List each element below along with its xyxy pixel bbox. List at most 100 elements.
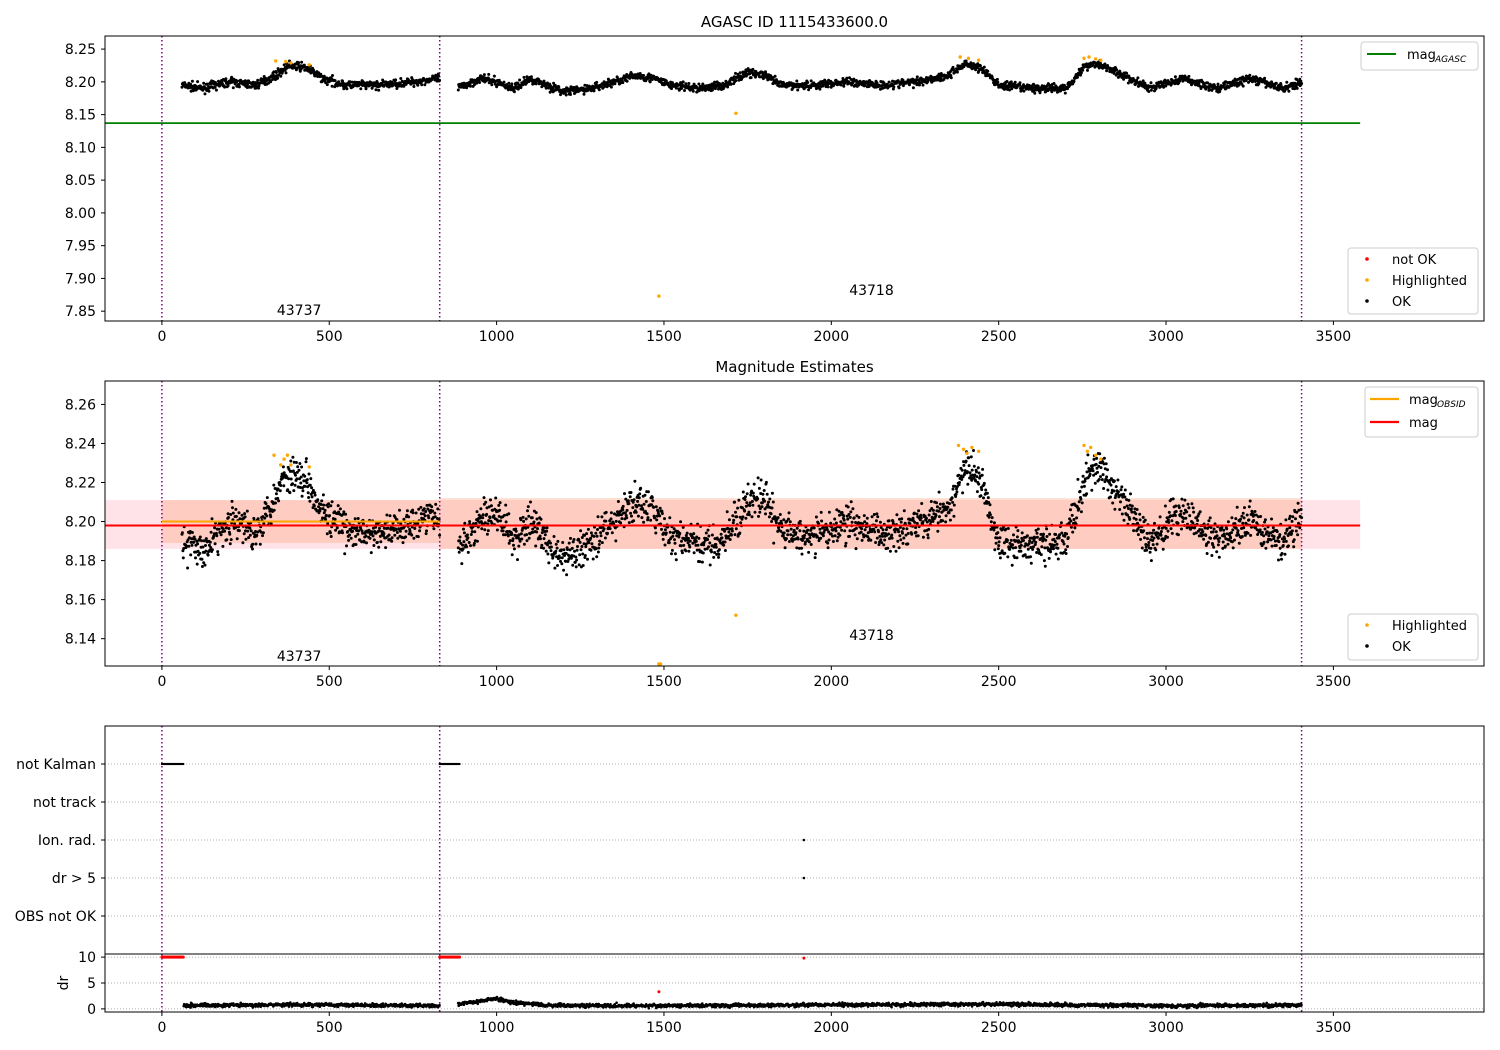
ok-point	[638, 72, 642, 75]
ok-point	[1216, 85, 1220, 89]
ok-point	[207, 89, 211, 93]
ok-point	[556, 564, 559, 567]
ok-point	[324, 518, 328, 521]
ok-point	[1063, 534, 1067, 538]
ok-point	[519, 86, 523, 90]
ok-point	[262, 506, 266, 510]
ok-point	[865, 522, 869, 526]
ok-point	[817, 85, 821, 89]
ok-point	[554, 549, 558, 553]
ok-point	[795, 546, 799, 550]
ok-point	[973, 473, 977, 477]
ok-point	[1265, 80, 1269, 84]
ok-point	[619, 521, 623, 525]
ok-point	[863, 520, 867, 524]
ok-point	[730, 533, 733, 537]
ok-point	[819, 536, 823, 540]
ok-point	[285, 475, 289, 479]
ok-point	[1052, 543, 1056, 547]
ok-point	[193, 537, 197, 541]
ok-point	[1241, 84, 1245, 88]
ok-point	[261, 534, 264, 538]
ok-point	[1205, 552, 1209, 555]
ok-point	[1032, 545, 1035, 549]
x-tick-label: 500	[316, 329, 343, 345]
ok-point	[684, 82, 688, 86]
ok-point	[527, 514, 531, 518]
ok-point	[246, 529, 250, 533]
ok-point	[299, 481, 303, 485]
ok-point	[746, 482, 750, 486]
y-tick-label: 8.10	[65, 140, 96, 156]
ok-point	[1194, 531, 1198, 535]
ok-point	[846, 505, 850, 509]
ok-point	[616, 500, 620, 503]
ok-point	[874, 541, 878, 544]
ok-point	[579, 548, 583, 552]
ok-point	[1056, 546, 1060, 550]
ok-point	[278, 489, 282, 493]
ok-point	[520, 537, 524, 541]
ok-point	[1086, 453, 1090, 457]
ok-point	[420, 83, 424, 87]
ok-point	[787, 517, 790, 521]
ok-point	[525, 533, 529, 537]
ok-point	[827, 530, 831, 534]
ok-point	[276, 496, 280, 500]
ok-point	[733, 533, 737, 537]
ok-point	[845, 76, 849, 80]
ok-point	[321, 493, 325, 497]
ok-point	[884, 528, 888, 532]
ok-point	[1110, 491, 1114, 495]
ok-point	[469, 533, 473, 536]
ok-point	[794, 531, 798, 535]
ok-point	[215, 534, 219, 538]
ok-point	[594, 531, 598, 535]
ok-point	[1123, 506, 1126, 509]
ok-point	[1206, 81, 1210, 85]
ok-point	[734, 71, 737, 75]
ok-point	[1100, 478, 1104, 482]
ok-point	[189, 553, 193, 557]
ok-point	[1207, 86, 1211, 90]
ok-point	[1169, 527, 1173, 531]
ok-point	[798, 519, 802, 523]
ok-point	[558, 556, 562, 560]
ok-point	[757, 514, 760, 518]
ok-point	[988, 513, 992, 517]
ok-point	[1062, 83, 1066, 87]
ok-point	[982, 65, 986, 69]
ok-point	[745, 501, 749, 505]
ok-point	[572, 538, 576, 541]
ok-point	[713, 80, 717, 84]
ok-point	[752, 494, 756, 498]
ok-point	[1120, 485, 1124, 489]
ok-point	[854, 547, 858, 551]
ok-point	[745, 492, 749, 496]
ok-point	[282, 63, 286, 67]
ok-point	[670, 552, 673, 556]
highlighted-point	[976, 58, 981, 62]
ok-point	[300, 60, 304, 64]
ok-point	[1138, 518, 1142, 522]
ok-point	[205, 82, 209, 86]
ok-point	[635, 505, 639, 509]
ok-point	[1173, 514, 1177, 517]
ok-point	[244, 537, 248, 541]
legend-label: not OK	[1392, 253, 1437, 268]
ok-point	[1129, 507, 1133, 511]
ok-point	[1123, 488, 1127, 492]
ok-point	[675, 534, 679, 538]
ok-point	[1069, 525, 1073, 529]
ok-point	[767, 515, 771, 519]
y-tick-label: 8.00	[65, 206, 96, 222]
ok-point	[764, 480, 768, 484]
ok-point	[756, 497, 760, 501]
highlighted-point	[1094, 57, 1098, 61]
ok-point	[411, 511, 415, 515]
ok-point	[361, 531, 365, 535]
ok-point	[1217, 540, 1221, 543]
ok-point	[1144, 543, 1148, 546]
ok-point	[573, 560, 577, 564]
ok-point	[1054, 533, 1058, 536]
